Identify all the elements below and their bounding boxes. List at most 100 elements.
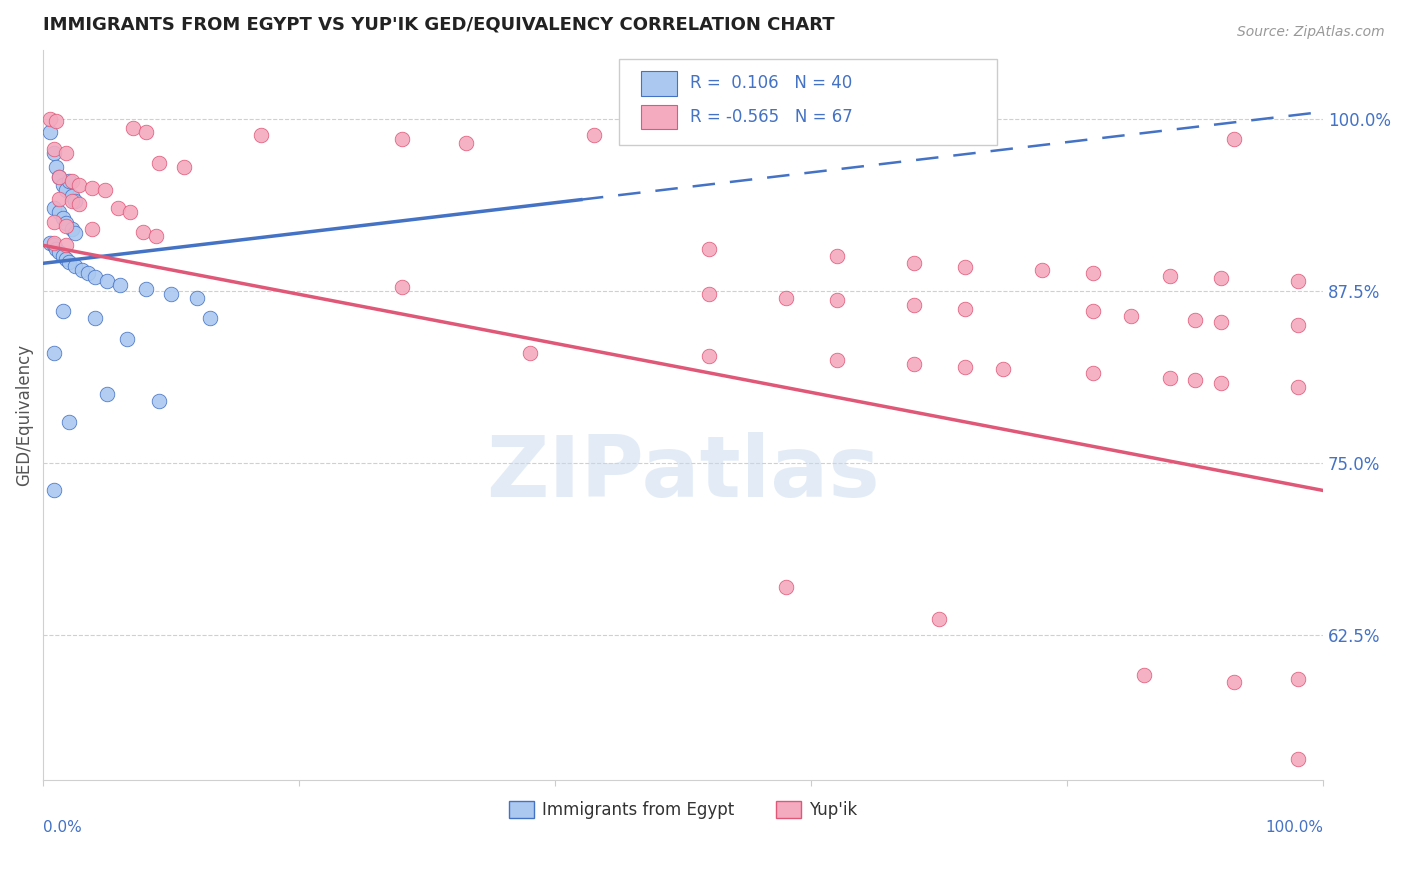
Point <box>42 238 65 252</box>
Point <box>52 178 75 192</box>
Point <box>697 286 720 301</box>
Point <box>697 243 720 257</box>
Point <box>55 146 77 161</box>
Point <box>108 278 131 293</box>
Point <box>120 205 142 219</box>
Point <box>1209 376 1232 390</box>
Point <box>80 222 103 236</box>
Text: R =  0.106   N = 40: R = 0.106 N = 40 <box>690 74 852 93</box>
Point <box>1081 304 1104 318</box>
Point <box>42 345 65 359</box>
Point <box>83 311 105 326</box>
Point <box>391 279 413 293</box>
Point <box>1081 367 1104 381</box>
Text: R = -0.565   N = 67: R = -0.565 N = 67 <box>690 108 852 126</box>
Point <box>1286 672 1309 686</box>
Point <box>1081 266 1104 280</box>
Point <box>775 291 797 305</box>
Point <box>250 128 273 143</box>
Point <box>42 215 65 229</box>
Point <box>67 197 90 211</box>
Point <box>1209 316 1232 330</box>
Point <box>60 194 83 209</box>
Point <box>115 332 138 346</box>
Point <box>55 216 77 230</box>
Point <box>58 255 80 269</box>
Point <box>198 311 221 326</box>
Point <box>42 201 65 215</box>
Point <box>775 580 797 594</box>
Point <box>122 121 145 136</box>
Point <box>1121 309 1143 323</box>
Point <box>55 183 77 197</box>
Point <box>65 226 87 240</box>
Text: Source: ZipAtlas.com: Source: ZipAtlas.com <box>1237 25 1385 39</box>
Point <box>186 291 208 305</box>
Point <box>48 245 70 260</box>
FancyBboxPatch shape <box>641 104 676 129</box>
Point <box>38 112 60 126</box>
Y-axis label: GED/Equivalency: GED/Equivalency <box>15 343 32 486</box>
Point <box>96 274 118 288</box>
Point <box>953 260 976 275</box>
Point <box>135 125 157 139</box>
Point <box>70 263 93 277</box>
Point <box>1159 268 1181 283</box>
Point <box>42 235 65 250</box>
Point <box>55 252 77 267</box>
Point <box>697 349 720 363</box>
Point <box>77 266 100 280</box>
Point <box>1222 674 1244 689</box>
Text: IMMIGRANTS FROM EGYPT VS YUP'IK GED/EQUIVALENCY CORRELATION CHART: IMMIGRANTS FROM EGYPT VS YUP'IK GED/EQUI… <box>44 15 835 33</box>
Point <box>160 286 183 301</box>
Point <box>107 201 129 215</box>
Point <box>58 415 80 429</box>
Point <box>519 345 541 359</box>
Point <box>48 169 70 184</box>
Point <box>391 132 413 146</box>
Point <box>52 249 75 263</box>
Point <box>1031 263 1053 277</box>
Legend: Immigrants from Egypt, Yup'ik: Immigrants from Egypt, Yup'ik <box>502 795 865 826</box>
Point <box>1286 274 1309 288</box>
Point <box>65 259 87 273</box>
Point <box>903 256 925 270</box>
Point <box>60 174 83 188</box>
Point <box>135 282 157 296</box>
Point <box>173 160 195 174</box>
Point <box>953 359 976 374</box>
Point <box>58 174 80 188</box>
Text: ZIPatlas: ZIPatlas <box>486 432 880 515</box>
Point <box>1286 318 1309 333</box>
Point <box>582 128 605 143</box>
Point <box>65 194 87 209</box>
Point <box>145 228 167 243</box>
Point <box>60 188 83 202</box>
Point <box>94 183 117 197</box>
Point <box>55 238 77 252</box>
Point <box>38 125 60 139</box>
Point <box>1184 312 1206 326</box>
Point <box>148 155 170 169</box>
Point <box>38 235 60 250</box>
FancyBboxPatch shape <box>641 71 676 95</box>
Point <box>48 192 70 206</box>
Point <box>903 297 925 311</box>
Point <box>52 211 75 225</box>
Point <box>1133 668 1156 682</box>
Point <box>148 394 170 409</box>
Point <box>993 362 1015 376</box>
Point <box>1209 271 1232 285</box>
Text: 100.0%: 100.0% <box>1265 820 1323 835</box>
Point <box>42 146 65 161</box>
Point <box>1222 132 1244 146</box>
Text: 0.0%: 0.0% <box>44 820 82 835</box>
Point <box>42 142 65 156</box>
FancyBboxPatch shape <box>619 59 997 145</box>
Point <box>1286 380 1309 394</box>
Point <box>67 178 90 192</box>
Point <box>48 205 70 219</box>
Point <box>45 160 67 174</box>
Point <box>45 114 67 128</box>
Point <box>1159 370 1181 384</box>
